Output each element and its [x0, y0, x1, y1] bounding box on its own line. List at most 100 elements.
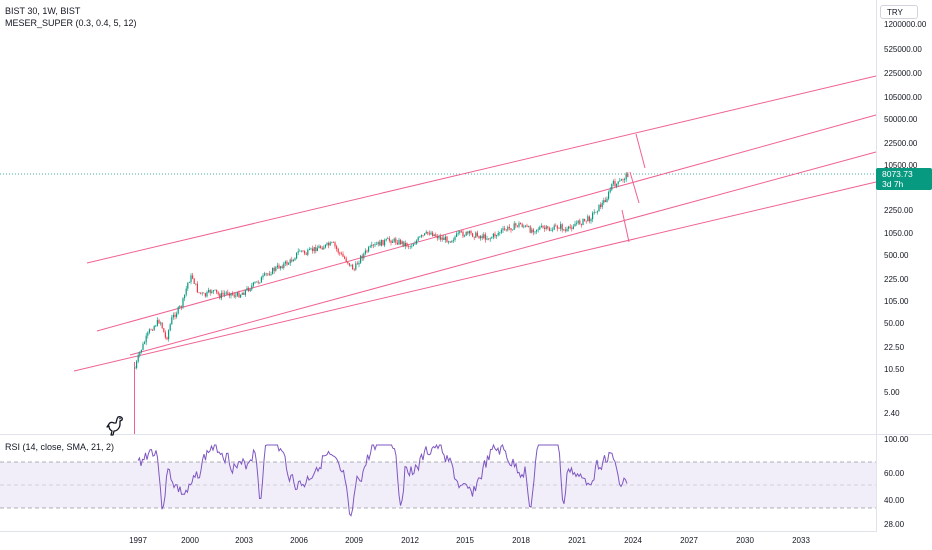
channel-line-2[interactable] [96, 114, 877, 332]
candle-body [332, 242, 334, 243]
candle-body [483, 234, 485, 239]
candle-body [380, 239, 382, 246]
candle-body [267, 273, 269, 275]
candle-body [435, 234, 437, 237]
candle-body [174, 314, 176, 317]
candle-body [560, 224, 562, 229]
candle-body [238, 292, 240, 298]
indicator-legend[interactable]: MESER_SUPER (0.3, 0.4, 5, 12) [5, 18, 137, 28]
candle-body [451, 240, 453, 243]
candle-body [580, 224, 582, 225]
price-candles [134, 171, 629, 370]
candle-body [408, 246, 410, 247]
candle-body [472, 233, 474, 237]
candle-body [622, 179, 624, 181]
candle-body [244, 290, 246, 295]
candle-body [507, 226, 509, 231]
candle-body [465, 231, 467, 236]
candle-body [222, 293, 224, 295]
candle-body [294, 258, 296, 261]
currency-button[interactable]: TRY [880, 5, 918, 19]
candle-body [339, 252, 341, 254]
candle-body [441, 237, 443, 240]
candle-body [603, 200, 605, 203]
candle-body [324, 244, 326, 248]
candle-body [438, 236, 440, 239]
candle-body [420, 235, 422, 237]
last-price-value: 8073.73 [882, 169, 913, 179]
candle-body [446, 236, 448, 243]
channel-line-1[interactable] [86, 75, 877, 264]
symbol-legend[interactable]: BIST 30, 1W, BIST [5, 6, 81, 16]
candle-body [403, 241, 405, 247]
candle-body [211, 291, 213, 293]
candle-body [160, 322, 162, 324]
candle-body [379, 241, 381, 246]
candle-body [198, 292, 200, 293]
candle-body [366, 250, 368, 252]
candle-body [542, 225, 544, 228]
candle-body [171, 317, 173, 325]
candle-body [252, 282, 254, 286]
candle-body [147, 332, 149, 336]
candle-body [368, 247, 370, 252]
candle-body [529, 226, 531, 233]
rsi-axis-label: 60.00 [884, 469, 905, 478]
candle-body [427, 231, 429, 234]
candle-body [401, 241, 403, 245]
dinosaur-icon[interactable] [106, 415, 126, 442]
candle-body [188, 282, 190, 283]
candle-body [385, 238, 387, 241]
candle-body [219, 294, 221, 299]
candle-body [537, 229, 539, 231]
candle-body [224, 293, 226, 295]
candle-body [553, 225, 555, 230]
candle-body [500, 230, 502, 233]
candle-body [398, 239, 400, 245]
candle-body [577, 220, 579, 224]
candle-body [308, 248, 310, 250]
candle-body [209, 289, 211, 293]
candle-body [492, 233, 494, 238]
candle-body [444, 236, 446, 240]
candle-body [299, 250, 301, 252]
price-axis-label: 22500.00 [884, 139, 918, 148]
candle-body [539, 227, 541, 230]
channel-line-3[interactable] [129, 151, 877, 356]
candle-body [372, 244, 374, 246]
candle-body [499, 232, 501, 234]
candle-body [544, 227, 546, 230]
candle-body [323, 247, 325, 250]
candle-body [361, 255, 363, 259]
candle-body [579, 220, 581, 225]
channel-line-4[interactable] [73, 181, 877, 372]
candle-body [563, 229, 565, 231]
price-axis-label: 2250.00 [884, 206, 913, 215]
candle-body [515, 223, 517, 226]
candle-body [240, 294, 242, 298]
candle-body [320, 246, 322, 248]
candle-body [555, 225, 557, 227]
candle-body [476, 232, 478, 236]
candle-body [448, 241, 450, 243]
candle-body [356, 263, 358, 265]
candle-body [587, 216, 589, 222]
candle-body [574, 223, 576, 227]
candle-body [164, 332, 166, 338]
candle-body [475, 232, 477, 238]
candle-body [564, 229, 566, 231]
candle-body [496, 235, 498, 237]
rsi-legend[interactable]: RSI (14, close, SMA, 21, 2) [5, 442, 115, 452]
candle-body [388, 238, 390, 241]
candle-body [156, 320, 158, 326]
candle-body [260, 277, 262, 283]
candle-body [609, 189, 611, 193]
candle-body [302, 250, 304, 252]
candle-body [313, 247, 315, 252]
candle-body [347, 261, 349, 264]
candle-body [520, 223, 522, 225]
time-axis-label: 2009 [345, 536, 363, 545]
candle-body [137, 355, 139, 362]
candle-body [312, 248, 314, 252]
